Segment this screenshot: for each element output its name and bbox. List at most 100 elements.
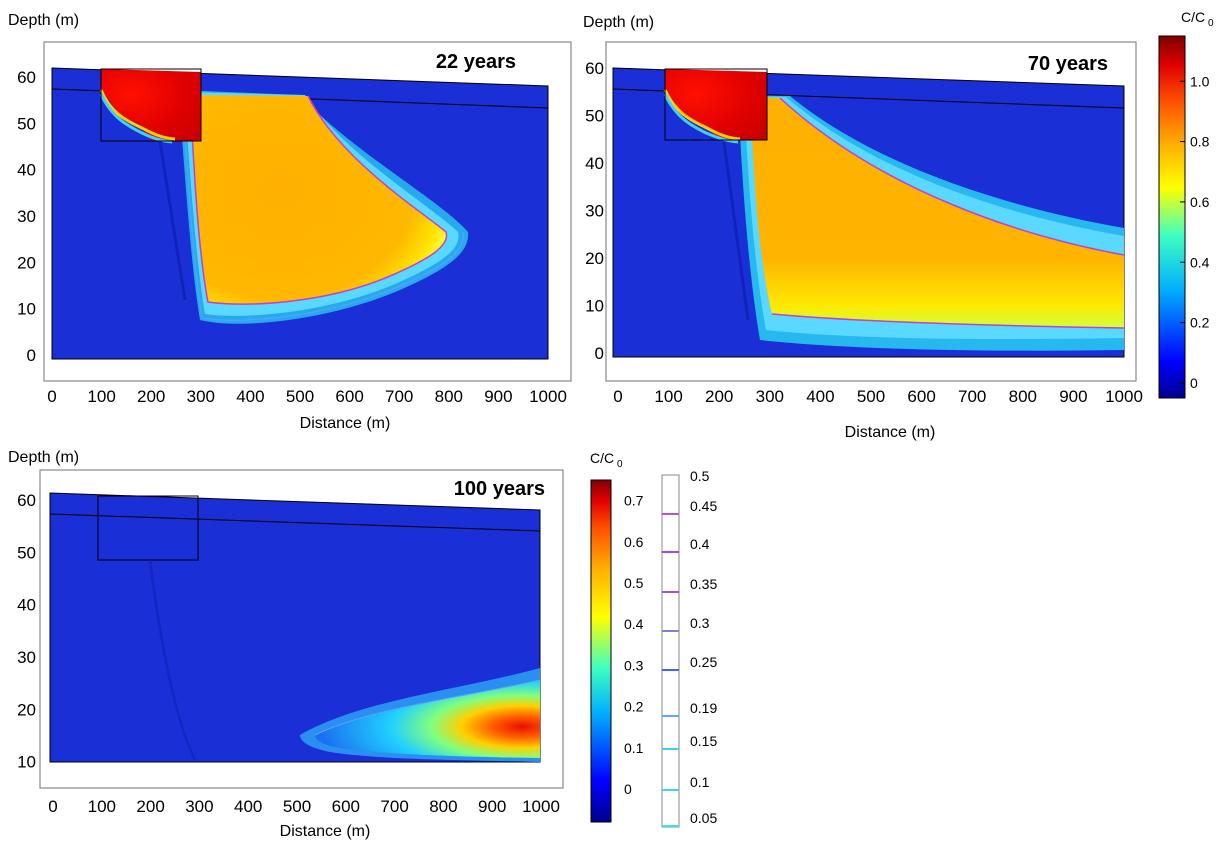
source-zone	[665, 69, 767, 140]
water-table-line	[49, 513, 541, 532]
faint-plume-trace	[148, 559, 197, 761]
x-tick-label: 800	[435, 387, 463, 406]
x-tick-label: 700	[958, 387, 986, 406]
vertical-streak	[722, 141, 750, 321]
x-tick-label: 200	[137, 387, 165, 406]
x-tick-label: 800	[1009, 387, 1037, 406]
y-tick-labels: 10 20 30 40 50 60	[17, 491, 36, 772]
colorbar-tick-label: 0.7	[624, 493, 644, 509]
panel-title: 70 years	[1028, 53, 1108, 75]
panel-title: 100 years	[454, 478, 545, 500]
x-tick-label: 100	[87, 387, 115, 406]
colorbar-tick-label: 0.1	[624, 740, 644, 756]
x-tick-label: 900	[478, 797, 506, 816]
panel-22-years: 22 years Depth (m) Distance (m) 0 100 200 3…	[8, 12, 572, 432]
x-tick-label: 100	[654, 387, 682, 406]
y-tick-label: 0	[27, 346, 36, 365]
y-tick-label: 10	[17, 753, 36, 772]
colorbar-tick-label: 0.4	[624, 616, 644, 632]
y-tick-label: 50	[17, 543, 36, 562]
vertical-streak	[158, 141, 187, 301]
x-tick-label: 300	[185, 797, 213, 816]
contour-level-label: 0.45	[690, 498, 717, 514]
y-tick-label: 50	[585, 107, 604, 126]
colorbar-tick-label: 0	[1190, 375, 1198, 391]
y-tick-label: 30	[17, 207, 36, 226]
source-zone-edge	[663, 89, 741, 141]
contour-legend: 0.5 0.45 0.4 0.35 0.3 0.25 0.19 0.15 0.1 0.05	[661, 468, 717, 828]
source-zone-edge	[99, 89, 176, 141]
x-tick-label: 500	[283, 797, 311, 816]
colorbar-100-years: C/C 0 0 0.1 0.2 0.3 0.4 0.5 0.6 0.7	[590, 450, 644, 823]
contour-legend-box	[661, 474, 680, 828]
plume-contour	[189, 94, 448, 305]
plume-contour-top	[779, 97, 1125, 256]
x-tick-label: 300	[187, 387, 215, 406]
plume-core	[750, 97, 1124, 328]
x-tick-label: 1000	[529, 387, 567, 406]
y-tick-label: 20	[585, 249, 604, 268]
y-tick-label: 60	[17, 68, 36, 87]
x-axis-label: Distance (m)	[845, 424, 936, 441]
contour-level-label: 0.19	[690, 700, 717, 716]
colorbar-tick-label: 0.8	[1190, 134, 1210, 150]
y-tick-label: 40	[585, 154, 604, 173]
x-tick-label: 200	[705, 387, 733, 406]
y-tick-label: 60	[585, 59, 604, 78]
colorbar-tick-label: 0.2	[1190, 315, 1210, 331]
x-tick-label: 100	[88, 797, 116, 816]
x-axis-label: Distance (m)	[280, 823, 371, 840]
y-axis-label: Depth (m)	[8, 12, 79, 29]
contour-level-label: 0.25	[690, 654, 717, 670]
source-zone-box	[100, 68, 202, 142]
colorbar-label: C/C	[1181, 9, 1205, 25]
colorbar-gradient	[1158, 35, 1186, 399]
y-tick-label: 40	[17, 596, 36, 615]
colorbar-label-subscript: 0	[1208, 18, 1214, 29]
colorbar-tick-label: 0.2	[624, 699, 644, 715]
contour-level-label: 0.35	[690, 576, 717, 592]
y-tick-label: 20	[17, 253, 36, 272]
y-axis-label: Depth (m)	[8, 449, 79, 466]
y-tick-label: 30	[17, 648, 36, 667]
x-tick-label: 800	[429, 797, 457, 816]
colorbar-label-subscript: 0	[617, 459, 623, 470]
colorbar-tick-label: 1.0	[1190, 73, 1210, 89]
colorbar-tick-label: 0.4	[1190, 254, 1210, 270]
y-tick-labels: 0 10 20 30 40 50 60	[17, 68, 36, 365]
panel-70-years: 70 years Depth (m) Distance (m) 0 100 200 3…	[583, 14, 1143, 441]
contour-level-label: 0.05	[690, 810, 717, 826]
colorbar-label: C/C	[590, 450, 614, 466]
plume-contour-outer	[181, 91, 464, 321]
y-tick-label: 10	[17, 300, 36, 319]
colorbar-tick-label: 0.6	[1190, 194, 1210, 210]
source-zone	[101, 69, 201, 141]
x-tick-label: 900	[484, 387, 512, 406]
colorbar-tick-label: 0.6	[624, 534, 644, 550]
x-tick-label: 1000	[522, 797, 560, 816]
y-axis-label: Depth (m)	[583, 14, 654, 31]
x-tick-label: 1000	[1105, 387, 1143, 406]
contour-level-label: 0.5	[690, 468, 710, 484]
colorbar-gradient	[590, 479, 612, 823]
x-tick-labels: 0 100 200 300 400 500 600 700 800 900 1000	[48, 797, 560, 816]
contour-level-label: 0.4	[690, 536, 710, 552]
x-tick-label: 300	[756, 387, 784, 406]
x-tick-label: 700	[385, 387, 413, 406]
y-tick-label: 20	[17, 700, 36, 719]
y-tick-labels: 0 10 20 30 40 50 60	[585, 59, 604, 363]
plume-core	[315, 680, 540, 758]
colorbar-70-years: C/C 0 0 0.2 0.4 0.6 0.8 1.0	[1158, 9, 1214, 399]
contour-legend-levels: 0.5 0.45 0.4 0.35 0.3 0.25 0.19 0.15 0.1 0.05	[662, 468, 717, 827]
x-tick-label: 600	[335, 387, 363, 406]
plume-contour	[314, 679, 541, 736]
colorbar-tick-label: 0.5	[624, 575, 644, 591]
plume-core	[190, 95, 447, 305]
y-tick-label: 0	[595, 344, 604, 363]
source-zone-fringe	[99, 93, 173, 144]
x-tick-label: 900	[1059, 387, 1087, 406]
contour-level-label: 0.15	[690, 733, 717, 749]
colorbar-tick-label: 0	[624, 781, 632, 797]
x-tick-label: 500	[857, 387, 885, 406]
